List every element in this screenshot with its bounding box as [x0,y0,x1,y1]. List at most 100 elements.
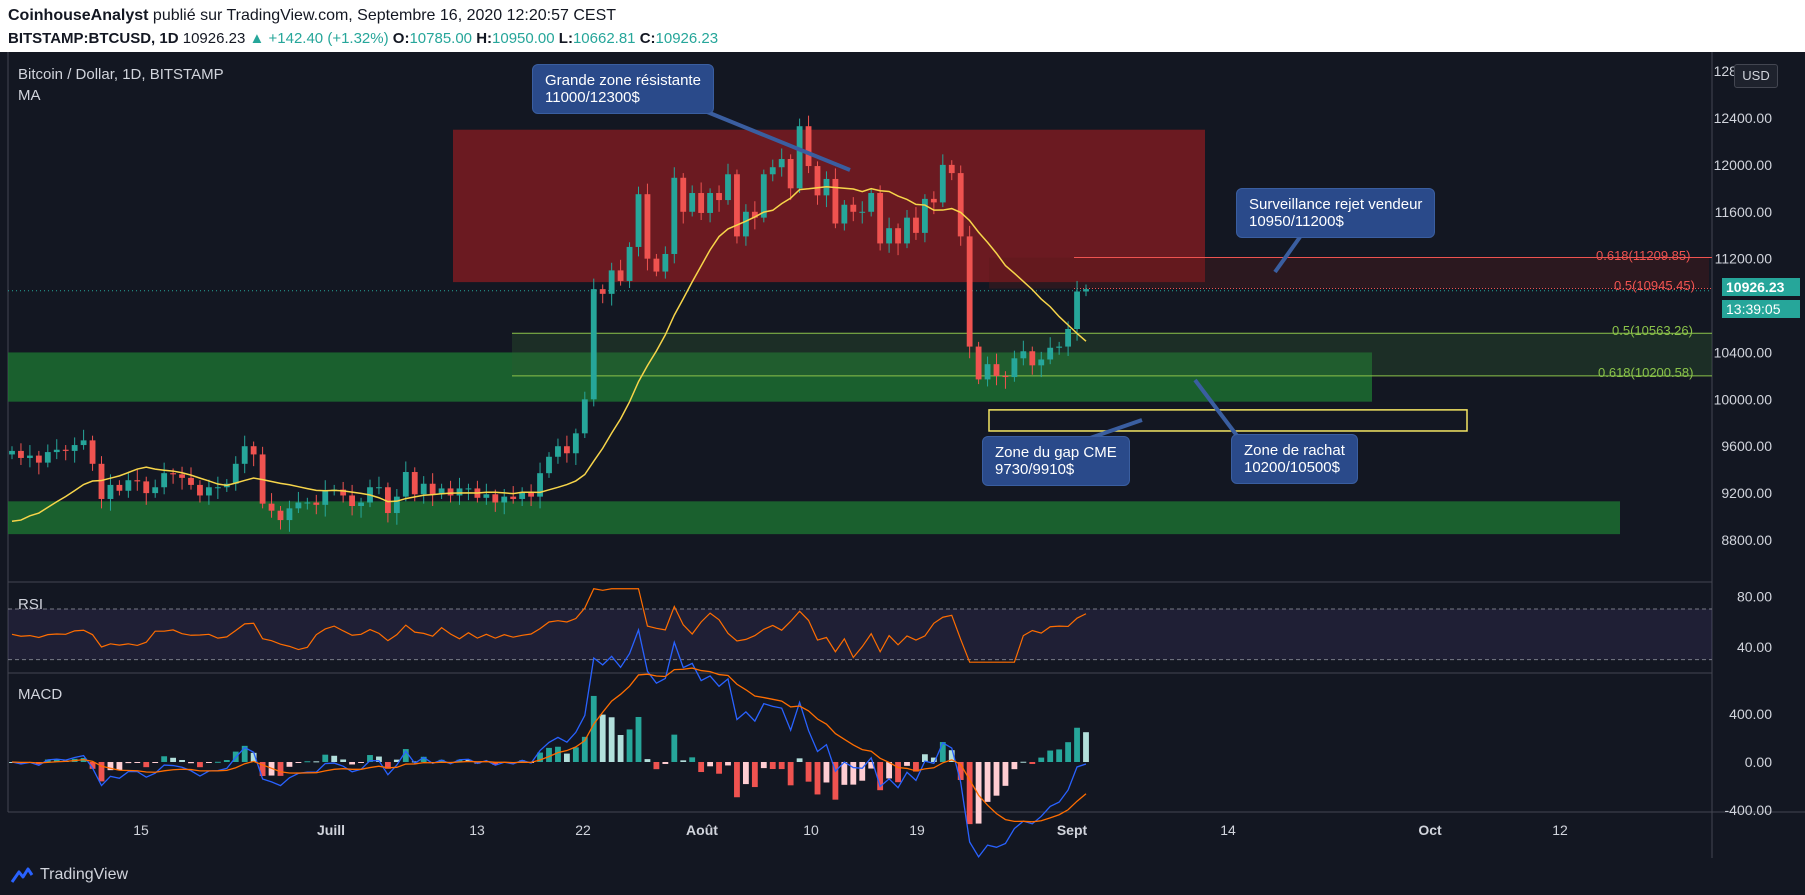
candle-body [635,194,642,247]
macd-bar [1065,742,1072,762]
candle-body [877,193,884,244]
candle-body [984,364,991,380]
candle-body [841,204,848,224]
macd-bar [581,736,588,762]
candle-body [850,204,857,212]
x-tick-label: Août [686,822,718,838]
macd-bar [599,714,606,762]
candle-body [975,346,982,380]
candle-body [796,126,803,189]
candle-body [519,491,526,499]
macd-bar [939,742,946,762]
gap-line2: 9730/9910$ [995,461,1075,478]
macd-bar [626,729,633,762]
macd-label[interactable]: MACD [18,686,63,703]
candle-body [957,173,964,237]
candle-body [546,456,552,474]
last-price-tag: 10926.23 [1722,278,1800,296]
candle-body [537,473,543,497]
candle-body [483,494,490,498]
macd-bar [707,762,714,767]
macd-bar [53,759,60,762]
candle-body [188,477,194,485]
macd-bar [850,762,857,785]
published-text: publié sur TradingView.com, Septembre 16… [152,7,617,24]
candle-body [644,194,651,259]
symbol-label[interactable]: BITSTAMP:BTCUSD, 1D [8,30,179,47]
macd-bar [438,759,445,762]
candle-body [868,193,875,212]
resistance-line1: Grande zone résistante [545,72,701,89]
header-bar: CoinhouseAnalyst publié sur TradingView.… [0,0,1805,52]
x-tick-label: 15 [133,822,149,838]
candle-body [277,510,284,521]
macd-bar [188,762,194,764]
macd-bar [1083,732,1089,762]
low-label: L: [558,30,573,47]
macd-bar [340,759,347,762]
macd-bar [537,752,543,762]
x-tick-label: 14 [1220,822,1236,838]
macd-bar [286,762,293,767]
macd-bar [223,760,230,762]
candle-body [913,217,919,233]
candle-body [125,480,132,491]
macd-bar [975,762,982,824]
macd-bar [98,762,105,782]
y-tick-label: 12000.00 [1714,157,1773,173]
rsi-tick-label: 40.00 [1737,639,1772,655]
macd-bar [895,762,901,783]
ma-label[interactable]: MA [18,87,41,104]
candle-body [599,289,606,294]
candle-body [107,484,114,499]
seller-line1: Surveillance rejet vendeur [1249,196,1423,213]
macd-bar [725,762,731,766]
candle-body [456,488,463,496]
macd-bar [44,759,51,762]
candle-body [429,483,436,495]
macd-bar [322,754,329,762]
footer-bar: TradingView [0,858,1805,895]
author-name[interactable]: CoinhouseAnalyst [8,7,149,24]
close-label: C: [639,30,656,47]
rsi-label[interactable]: RSI [18,596,44,613]
gap-zone [988,409,1468,432]
resistance-callout: Grande zone résistante 11000/12300$ [532,64,714,114]
candle-body [143,481,150,494]
candle-body [528,491,535,497]
macd-bar [331,755,338,762]
macd-bar [877,762,884,791]
macd-bar [116,762,123,771]
fib-label-red-5: 0.5(10945.45) [1614,278,1695,293]
y-tick-label: 9600.00 [1721,438,1772,454]
candle-body [286,508,293,521]
macd-bar [698,762,705,773]
candle-body [671,177,678,254]
candle-body [832,178,839,224]
macd-bar [125,762,132,764]
macd-bar [868,762,875,769]
macd-tick-label: 0.00 [1745,754,1772,770]
candle-body [250,446,257,455]
macd-bar [402,749,409,762]
chart-canvas[interactable]: 12800.0012400.0012000.0011600.0011200.00… [0,52,1805,864]
macd-line [11,627,1087,858]
macd-bar [742,762,749,785]
candle-body [402,472,409,497]
macd-bar [930,757,937,762]
macd-bar [241,745,248,762]
candle-body [420,483,427,495]
tradingview-logo[interactable]: TradingView [10,866,128,884]
macd-bar [393,759,400,762]
currency-button[interactable]: USD [1734,64,1778,88]
y-tick-label: 11200.00 [1715,251,1773,267]
candle-body [71,445,78,451]
x-tick-label: 22 [575,822,591,838]
open-label: O: [392,30,410,47]
macd-bar [760,762,767,769]
candle-body [626,246,633,281]
candle-body [268,503,275,511]
macd-bar [277,762,284,776]
y-tick-label: 8800.00 [1721,532,1772,548]
macd-bar [921,754,928,762]
